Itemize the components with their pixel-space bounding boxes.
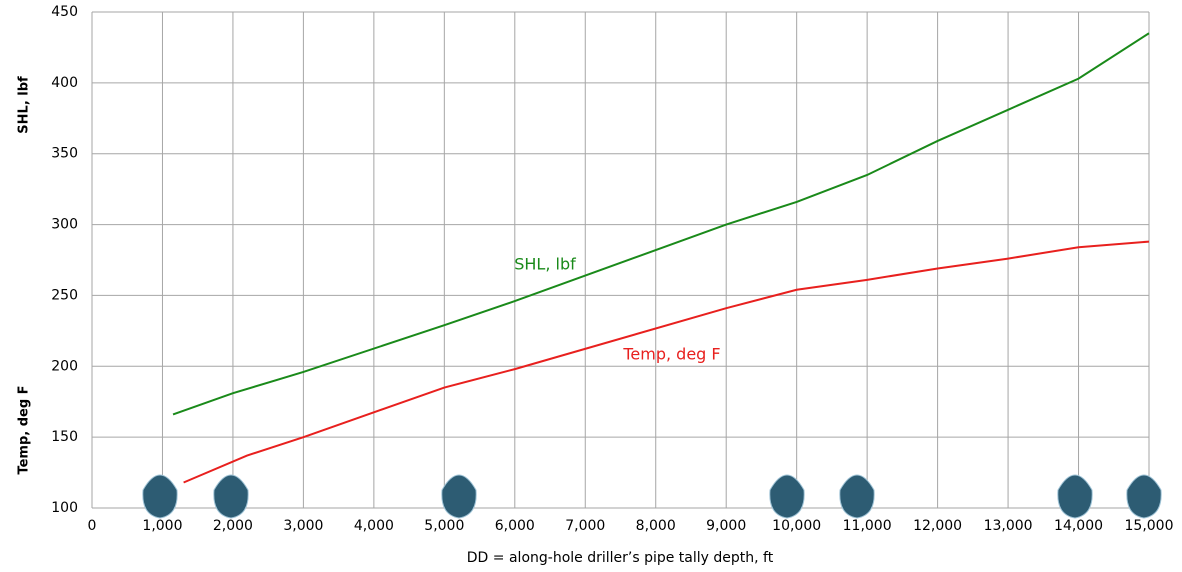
x-tick-label: 0 bbox=[88, 518, 97, 534]
y-tick-label: 300 bbox=[51, 217, 78, 233]
x-tick-label: 8,000 bbox=[636, 518, 676, 534]
annotation: Temp, deg F bbox=[622, 345, 720, 364]
y-tick-label: 100 bbox=[51, 500, 78, 516]
x-tick-label: 7,000 bbox=[565, 518, 605, 534]
x-tick-label: 2,000 bbox=[213, 518, 253, 534]
x-tick-label: 15,000 bbox=[1125, 518, 1174, 534]
y-tick-label: 250 bbox=[51, 287, 78, 303]
y-axis-label: SHL, lbf bbox=[17, 76, 32, 134]
x-tick-label: 11,000 bbox=[843, 518, 892, 534]
x-tick-label: 9,000 bbox=[706, 518, 746, 534]
y-tick-label: 150 bbox=[51, 429, 78, 445]
x-tick-label: 10,000 bbox=[772, 518, 821, 534]
x-tick-label: 14,000 bbox=[1054, 518, 1103, 534]
x-tick-label: 13,000 bbox=[984, 518, 1033, 534]
x-tick-label: 6,000 bbox=[495, 518, 535, 534]
y-tick-label: 200 bbox=[51, 358, 78, 374]
chart: SHL, lbf Temp, deg F DD = along-hole dri… bbox=[0, 0, 1182, 572]
y-axis-label: Temp, deg F bbox=[17, 385, 32, 474]
x-tick-label: 12,000 bbox=[913, 518, 962, 534]
x-tick-label: 4,000 bbox=[354, 518, 394, 534]
x-tick-label: 1,000 bbox=[142, 518, 182, 534]
y-tick-label: 450 bbox=[51, 4, 78, 20]
x-tick-label: 5,000 bbox=[424, 518, 464, 534]
x-tick-label: 3,000 bbox=[283, 518, 323, 534]
annotation: SHL, lbf bbox=[514, 255, 576, 274]
y-tick-label: 400 bbox=[51, 75, 78, 91]
x-axis-label: DD = along-hole driller’s pipe tally dep… bbox=[467, 550, 774, 566]
y-tick-label: 350 bbox=[51, 146, 78, 162]
